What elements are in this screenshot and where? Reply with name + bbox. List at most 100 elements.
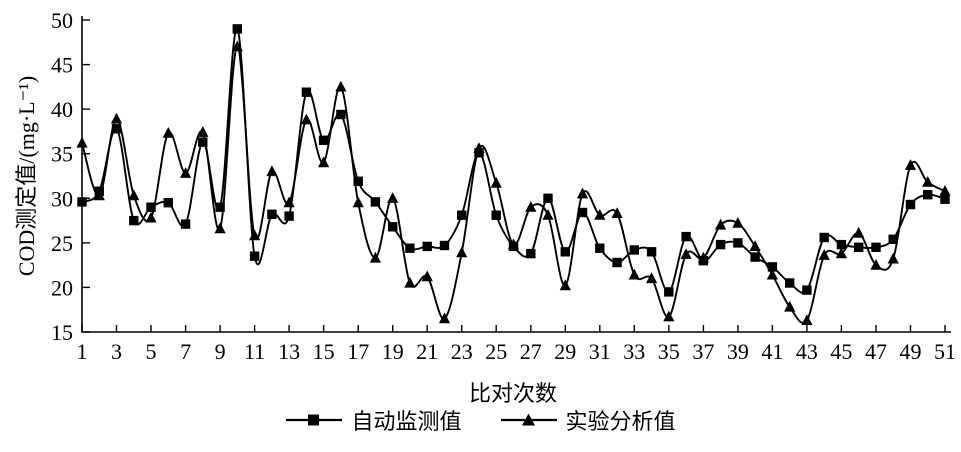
x-tick-label: 37 [692, 339, 714, 364]
data-series [76, 24, 951, 325]
triangle-data-point [197, 126, 209, 137]
triangle-data-point [559, 279, 571, 291]
legend-label-auto: 自动监测值 [351, 409, 462, 434]
x-tick-label: 3 [111, 339, 122, 364]
square-data-point [629, 245, 639, 255]
chart-legend: 自动监测值 实验分析值 [0, 404, 961, 436]
triangle-data-point [680, 248, 692, 259]
triangle-data-point [939, 185, 951, 196]
square-data-point [422, 241, 432, 252]
y-tick-label: 40 [51, 97, 73, 122]
square-data-point [888, 234, 898, 244]
square-data-point [802, 285, 812, 295]
triangle-data-point [490, 176, 502, 188]
y-tick-label: 45 [51, 53, 73, 78]
triangle-data-point [507, 238, 520, 250]
triangle-data-point [214, 222, 226, 234]
x-tick-label: 41 [761, 339, 783, 364]
triangle-data-point [249, 229, 261, 241]
square-data-point [77, 197, 87, 207]
triangle-data-point [162, 127, 174, 138]
triangle-data-point [456, 246, 468, 258]
square-data-point [198, 137, 208, 147]
square-data-point [681, 231, 691, 242]
x-tick-label: 47 [865, 339, 887, 364]
y-tick-label: 15 [51, 320, 73, 345]
x-tick-label: 29 [554, 339, 576, 364]
triangle-data-point [801, 314, 813, 325]
triangle-data-point [611, 207, 623, 218]
triangle-data-point [404, 276, 416, 288]
triangle-data-point [473, 142, 485, 153]
square-data-point [370, 197, 381, 207]
x-tick-label: 17 [347, 339, 369, 364]
triangle-data-point [180, 167, 192, 178]
series-line-1 [81, 45, 946, 324]
triangle-data-point [283, 196, 295, 208]
square-data-point [163, 198, 173, 208]
x-tick-label: 27 [520, 339, 542, 364]
triangle-data-point [352, 196, 364, 208]
x-tick-label: 7 [180, 339, 191, 364]
x-tick-label: 11 [244, 339, 265, 364]
legend-item-lab: 实验分析值 [500, 404, 676, 436]
triangle-data-point [128, 189, 140, 201]
x-tick-label: 35 [658, 339, 680, 364]
y-tick-label: 20 [51, 275, 73, 300]
square-data-point [336, 109, 346, 120]
square-data-point [353, 176, 363, 186]
triangle-data-point [904, 159, 917, 170]
x-tick-label: 5 [146, 339, 157, 364]
square-data-point [491, 210, 501, 220]
square-data-point [595, 243, 605, 253]
square-data-point [854, 242, 864, 252]
triangle-data-point [231, 40, 243, 52]
x-tick-label: 39 [727, 339, 749, 364]
y-tick-label: 30 [51, 186, 73, 211]
x-tick-label: 49 [900, 339, 922, 364]
triangle-data-point [853, 226, 865, 238]
x-axis-title: 比对次数 [469, 381, 557, 404]
triangle-data-point [715, 218, 727, 230]
square-data-point [284, 211, 294, 221]
series-line-0 [81, 27, 946, 294]
square-data-point [111, 124, 122, 134]
square-data-point [871, 242, 881, 252]
square-data-point [405, 243, 415, 253]
square-data-point [457, 210, 467, 220]
triangle-data-point [594, 209, 606, 220]
square-data-point [318, 135, 329, 145]
triangle-data-point [818, 249, 830, 260]
triangle-data-point [542, 209, 554, 220]
triangle-series-icon [500, 413, 557, 426]
square-data-point [836, 239, 847, 250]
triangle-data-point [525, 201, 537, 212]
square-data-point [664, 287, 674, 297]
triangle-data-point [266, 165, 278, 177]
square-data-point [767, 262, 778, 272]
triangle-data-point [784, 300, 796, 312]
triangle-data-point [732, 217, 744, 228]
triangle-data-point [300, 113, 312, 125]
x-tick-label: 33 [623, 339, 645, 364]
square-series-icon [286, 414, 343, 426]
square-data-point [301, 87, 312, 97]
triangle-data-point [335, 80, 347, 92]
square-data-point [905, 199, 916, 210]
x-tick-label: 31 [589, 339, 611, 364]
triangle-data-point [421, 270, 433, 282]
y-tick-label: 50 [51, 8, 73, 33]
triangle-data-point [318, 156, 330, 168]
square-data-point [129, 215, 139, 226]
legend-item-auto: 自动监测值 [285, 404, 462, 436]
x-tick-label: 45 [830, 339, 852, 364]
square-data-point [577, 207, 588, 218]
x-tick-label: 25 [485, 339, 507, 364]
x-tick-label: 9 [215, 339, 226, 364]
triangle-data-point [835, 247, 847, 259]
square-data-point [388, 222, 398, 232]
triangle-data-point [749, 240, 761, 251]
